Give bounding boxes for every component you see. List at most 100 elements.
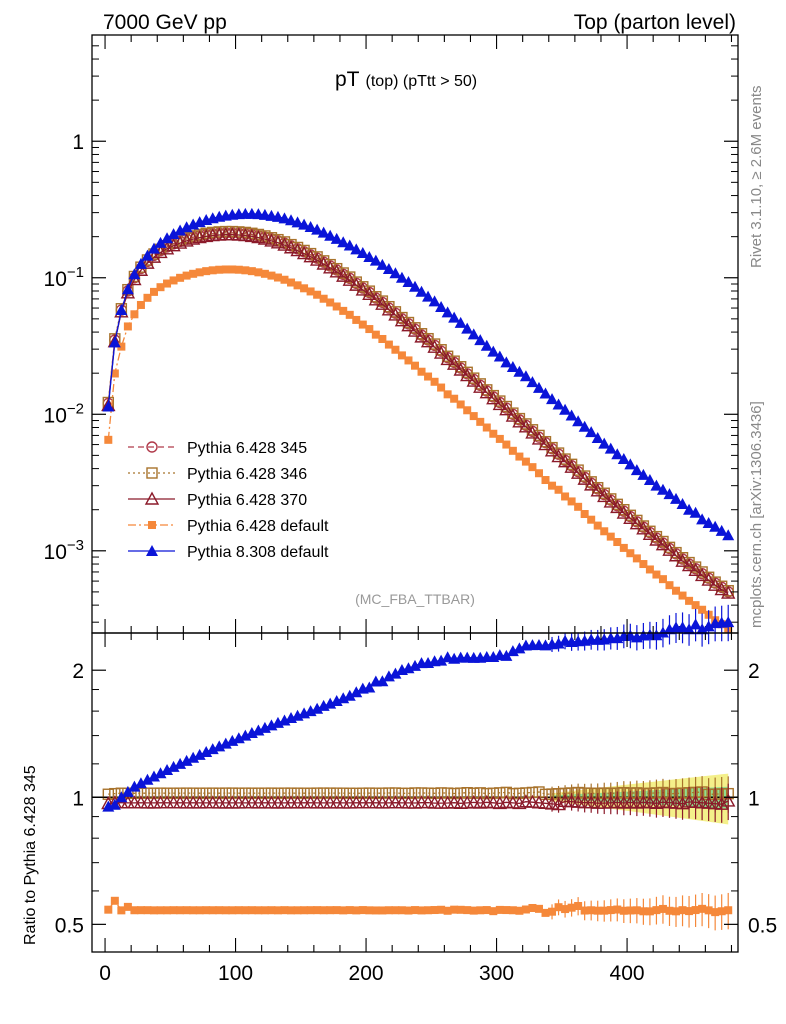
ratio-point <box>424 906 433 915</box>
data-point <box>272 233 284 246</box>
ratio-point <box>574 902 583 911</box>
data-point <box>382 262 395 274</box>
data-point <box>538 437 553 451</box>
ratio-point <box>121 785 134 797</box>
ratio-point <box>698 904 707 913</box>
data-point <box>290 243 305 257</box>
data-point <box>515 452 524 461</box>
data-point <box>715 524 728 536</box>
data-point <box>108 336 121 348</box>
legend-label: Pythia 6.428 default <box>187 518 329 535</box>
data-point <box>570 465 586 479</box>
ratio-point <box>254 906 263 915</box>
ratio-point <box>507 787 519 800</box>
ratio-point <box>350 686 363 698</box>
data-point <box>552 447 565 459</box>
data-point <box>606 532 615 541</box>
ratio-point <box>147 770 160 782</box>
ratio-point <box>350 787 362 799</box>
data-point <box>332 302 341 311</box>
data-point <box>202 267 211 276</box>
ratio-plot-marks <box>101 604 736 931</box>
data-point <box>637 468 650 480</box>
ratio-point <box>134 777 147 789</box>
ratio-point <box>696 623 709 635</box>
ratio-point <box>187 751 200 763</box>
data-point <box>590 483 605 497</box>
data-point <box>428 338 441 350</box>
data-point <box>401 318 416 332</box>
ratio-point <box>593 906 602 915</box>
data-point <box>489 429 498 438</box>
data-point <box>291 216 304 228</box>
data-point <box>580 510 589 519</box>
data-point <box>454 316 467 328</box>
data-point <box>337 236 350 248</box>
data-point <box>409 280 421 292</box>
data-point <box>440 352 455 366</box>
data-point <box>691 601 700 610</box>
ratio-point <box>548 907 557 916</box>
ratio-point <box>662 795 677 809</box>
ratio-point <box>606 906 615 915</box>
data-point <box>574 502 583 511</box>
ratio-point <box>378 906 387 915</box>
data-point <box>639 560 648 569</box>
data-point <box>531 431 547 445</box>
data-point <box>430 377 439 386</box>
data-point <box>597 489 612 503</box>
data-point <box>678 591 687 600</box>
data-point <box>499 402 514 416</box>
ratio-point <box>176 906 185 915</box>
data-point <box>544 443 560 457</box>
data-point <box>231 227 246 241</box>
data-point <box>456 400 465 409</box>
data-point <box>195 268 204 277</box>
data-point <box>371 330 380 339</box>
data-point <box>688 562 703 576</box>
ratio-point <box>287 906 296 915</box>
data-point <box>689 506 702 518</box>
data-point <box>675 553 690 567</box>
data-point <box>532 381 545 393</box>
data-point <box>296 246 312 260</box>
ratio-line-3 <box>108 621 729 808</box>
ratio-point <box>481 787 493 800</box>
data-point <box>174 224 187 236</box>
data-point <box>649 532 664 546</box>
data-point <box>159 241 175 255</box>
ratio-point <box>376 675 389 687</box>
data-point <box>662 542 677 556</box>
data-point <box>375 296 390 310</box>
data-point <box>322 260 338 274</box>
ratio-point <box>652 906 661 915</box>
data-point <box>427 339 442 353</box>
data-point <box>189 269 198 278</box>
data-point <box>577 471 592 485</box>
data-point <box>309 252 325 266</box>
data-point <box>658 575 667 584</box>
ratio-point <box>102 788 115 800</box>
ratio-point <box>123 902 132 911</box>
ratio-point <box>200 745 213 757</box>
ratio-point <box>109 787 121 800</box>
data-point <box>369 254 382 266</box>
ratio-point <box>404 906 413 915</box>
data-point <box>473 379 488 393</box>
data-point <box>326 298 335 307</box>
analysis-watermark: (MC_FBA_TTBAR) <box>355 591 475 607</box>
data-point <box>564 459 579 473</box>
ratio-point <box>468 787 480 799</box>
data-point <box>557 454 573 468</box>
ratio-point <box>521 905 530 914</box>
data-point <box>435 300 448 312</box>
data-point <box>247 267 256 276</box>
data-point <box>476 417 485 426</box>
ratio-point <box>241 906 250 915</box>
data-point <box>486 391 501 405</box>
ratio-point <box>163 906 172 915</box>
data-point <box>287 278 296 287</box>
data-point <box>461 322 474 334</box>
ratio-point <box>149 906 158 915</box>
main-plot-marks <box>101 207 736 633</box>
